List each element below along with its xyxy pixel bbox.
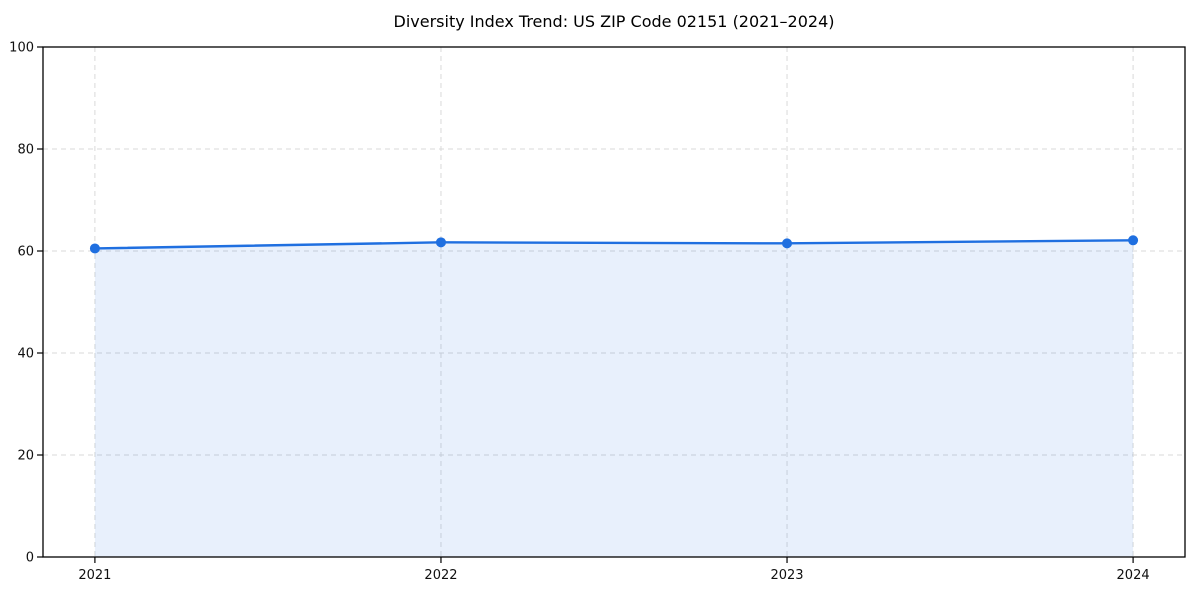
area-fill [94,240,1134,558]
y-tick-label: 80 [17,143,34,158]
y-tick-label: 0 [26,551,34,566]
data-point [89,243,100,254]
x-tick-label: 2022 [424,568,457,583]
x-tick-label: 2024 [1117,568,1150,583]
data-point [1128,235,1139,246]
trend-line [93,239,1135,250]
data-point [782,238,793,249]
y-tick-label: 60 [17,245,34,260]
y-tick-label: 100 [9,41,34,56]
x-tick-label: 2023 [770,568,803,583]
chart-title: Diversity Index Trend: US ZIP Code 02151… [393,12,835,31]
x-tick-label: 2021 [78,568,111,583]
y-tick-label: 20 [17,449,34,464]
data-point [435,237,446,248]
y-tick-label: 40 [17,347,34,362]
plot-border [42,46,1186,558]
